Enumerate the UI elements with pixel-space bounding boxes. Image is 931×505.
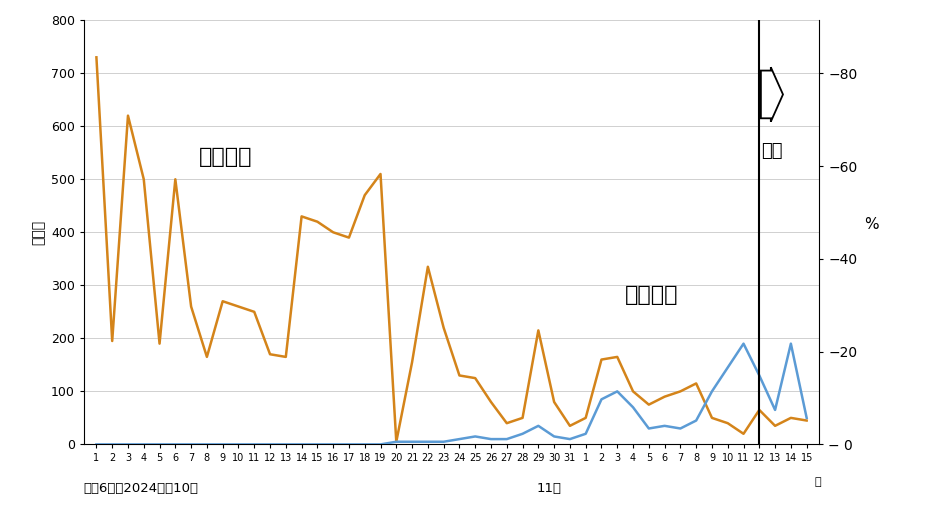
- Text: 【冬日】: 【冬日】: [625, 285, 679, 306]
- Text: 11月: 11月: [536, 482, 561, 495]
- Text: 日: 日: [815, 477, 821, 487]
- Polygon shape: [761, 67, 783, 122]
- Y-axis label: %: %: [864, 217, 879, 232]
- Text: 予報: 予報: [761, 142, 782, 160]
- Text: 【夏日】: 【夏日】: [199, 147, 252, 168]
- Y-axis label: 地点数: 地点数: [32, 220, 46, 245]
- Text: 令和6年（2024年）10月: 令和6年（2024年）10月: [84, 482, 199, 495]
